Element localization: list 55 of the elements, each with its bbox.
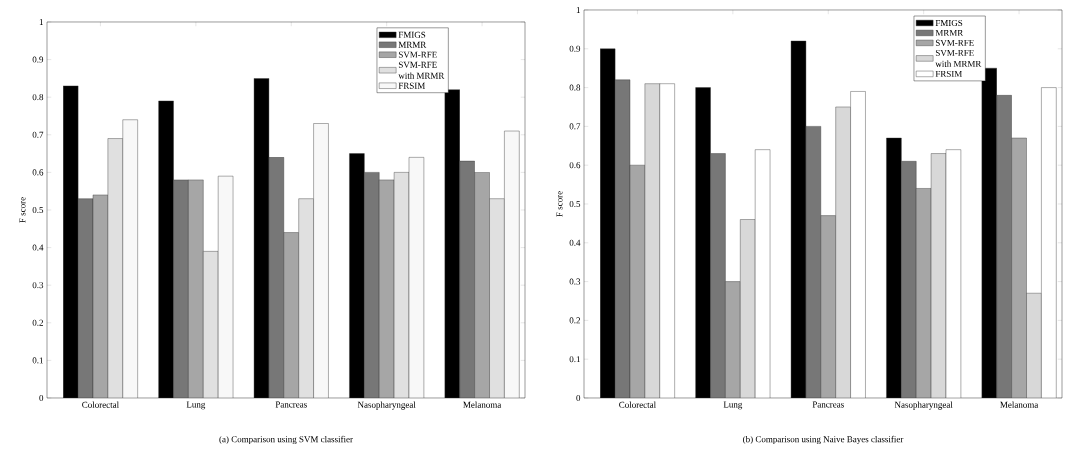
legend-label: SVM-RFE with MRMR	[935, 49, 982, 67]
bar	[1011, 137, 1027, 398]
y-tick-label: 0.9	[569, 45, 581, 52]
bar	[459, 160, 475, 398]
y-tick-label: 0.4	[32, 244, 44, 251]
x-tick-label: Pancreas	[812, 401, 844, 408]
y-tick-label: 0.3	[569, 278, 581, 285]
legend-label: SVM-RFE	[398, 51, 437, 58]
y-tick-label: 0.8	[32, 94, 44, 101]
legend-label: SVM-RFE	[935, 39, 974, 46]
bar	[710, 153, 726, 398]
y-tick-label: 0.2	[569, 317, 580, 324]
y-tick-label: 0.6	[32, 169, 44, 176]
legend-label: FRSIM	[935, 70, 962, 77]
bar	[901, 161, 917, 398]
y-tick-label: 0.5	[32, 206, 44, 214]
bar	[173, 179, 189, 398]
bar	[364, 172, 380, 398]
x-tick-label: Nasopharyngeal	[894, 401, 953, 410]
legend-label: SVM-RFE with MRMR	[398, 61, 445, 79]
bar	[725, 281, 741, 398]
y-tick-label: 0.3	[32, 282, 44, 289]
y-tick-label: 0.7	[569, 123, 581, 130]
legend-label: FRSIM	[398, 82, 425, 89]
y-tick-label: 0.8	[569, 84, 581, 91]
bar	[996, 95, 1012, 398]
x-tick-label: Lung	[186, 401, 206, 410]
y-tick-label: 0.5	[569, 200, 581, 208]
x-tick-label: Colorectal	[82, 401, 119, 408]
legend-label: MRMR	[398, 41, 427, 48]
y-tick-label: 0.9	[32, 56, 44, 63]
x-tick-label: Melanoma	[1000, 401, 1039, 408]
y-tick-label: 1	[576, 7, 580, 13]
y-axis-title: F score	[19, 197, 26, 223]
y-tick-label: 0.1	[32, 357, 43, 364]
y-tick-label: 0	[576, 394, 581, 402]
legend-label: MRMR	[935, 29, 964, 36]
y-axis-title: F score	[556, 191, 563, 217]
legend-label: FMIGS	[935, 19, 963, 27]
text: (a) Comparison using SVM classifier	[219, 435, 353, 445]
y-tick-label: 0.6	[569, 162, 581, 169]
y-tick-label: 0.7	[32, 131, 44, 138]
y-tick-label: 0	[39, 394, 44, 402]
bar	[820, 215, 836, 398]
x-tick-label: Melanoma	[463, 401, 502, 408]
y-tick-label: 0.1	[569, 356, 580, 363]
legend-label: FMIGS	[398, 31, 426, 38]
text: (b) Comparison using Naive Bayes classifier	[743, 435, 904, 445]
x-tick-label: Colorectal	[619, 401, 656, 408]
x-tick-label: Pancreas	[275, 401, 307, 408]
y-tick-label: 0.2	[32, 319, 43, 326]
x-tick-label: Nasopharyngeal	[357, 401, 416, 410]
y-tick-label: 0.4	[569, 239, 581, 246]
y-tick-label: 1	[39, 19, 43, 25]
x-tick-label: Lung	[723, 401, 743, 410]
